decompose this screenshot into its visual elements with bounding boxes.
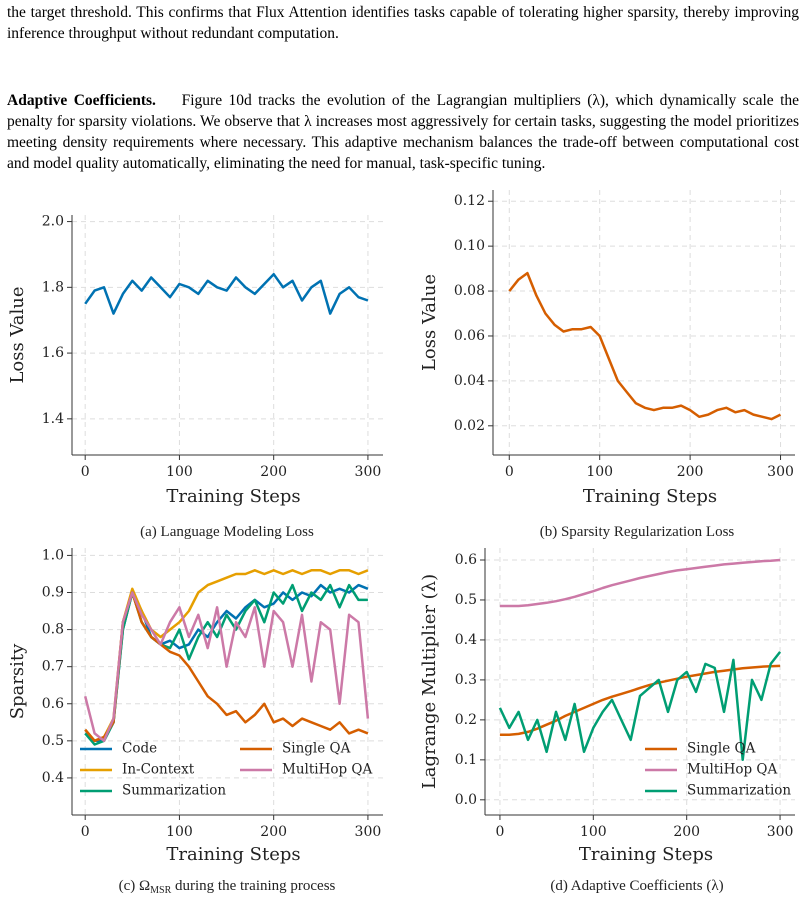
x-tick-label: 0	[505, 464, 514, 480]
y-tick-label: 2.0	[42, 214, 64, 230]
caption: (a) Language Modeling Loss	[140, 524, 314, 540]
y-tick-label: 0.8	[42, 622, 64, 638]
series-line	[508, 271, 782, 421]
y-tick-label: 0.6	[42, 696, 64, 712]
y-tick-label: 0.2	[455, 712, 477, 728]
y-tick-label: 0.04	[454, 373, 485, 389]
legend-label: Code	[122, 741, 157, 757]
y-tick-label: 0.3	[455, 672, 477, 688]
legend-label: Summarization	[687, 783, 791, 799]
y-tick-label: 1.0	[42, 547, 64, 563]
y-tick-label: 0.08	[454, 283, 485, 299]
legend-label: Single QA	[687, 741, 756, 757]
y-axis-label: Lagrange Multiplier (λ)	[419, 574, 440, 789]
x-tick-label: 100	[166, 464, 193, 480]
paragraph: Adaptive Coefficients. Figure 10d tracks…	[7, 90, 799, 174]
x-axis-label: Training Steps	[583, 486, 717, 507]
y-tick-label: 0.06	[454, 328, 485, 344]
legend-label: MultiHop QA	[687, 762, 777, 778]
y-axis-label: Sparsity	[7, 643, 28, 719]
x-tick-label: 100	[586, 464, 613, 480]
caption-text: (b) Sparsity Regularization Loss	[540, 524, 735, 540]
caption-text: (c) Ω	[119, 878, 151, 894]
y-tick-label: 0.9	[42, 585, 64, 601]
y-tick-label: 0.02	[454, 418, 485, 434]
x-tick-label: 200	[677, 464, 704, 480]
paragraph-text: Figure 10d tracks the evolution of the L…	[7, 92, 799, 172]
series-line	[499, 558, 781, 608]
series-line	[83, 591, 370, 743]
x-tick-label: 0	[495, 824, 504, 840]
paragraph: the target threshold. This confirms that…	[7, 4, 799, 42]
x-axis-label: Training Steps	[579, 844, 713, 865]
series-line	[84, 272, 369, 315]
y-tick-label: 0.1	[455, 752, 477, 768]
caption: (d) Adaptive Coefficients (λ)	[550, 878, 723, 894]
x-tick-label: 300	[355, 464, 382, 480]
y-tick-label: 0.7	[42, 659, 64, 675]
y-tick-label: 0.12	[454, 193, 485, 209]
y-tick-label: 0.4	[42, 770, 64, 786]
series-line	[498, 651, 782, 762]
caption-text: (d) Adaptive Coefficients (λ)	[550, 878, 723, 894]
y-tick-label: 1.6	[42, 345, 64, 361]
y-tick-label: 0.4	[455, 632, 477, 648]
y-tick-label: 0.6	[455, 552, 477, 568]
y-tick-label: 0.0	[455, 792, 477, 808]
series-line	[84, 569, 369, 743]
x-tick-label: 200	[673, 824, 700, 840]
caption-text: during the training process	[171, 878, 335, 894]
x-tick-label: 200	[260, 824, 287, 840]
caption-text: (a) Language Modeling Loss	[140, 524, 314, 540]
x-tick-label: 0	[81, 464, 90, 480]
y-tick-label: 0.5	[42, 733, 64, 749]
y-tick-label: 1.4	[42, 411, 64, 427]
caption: (c) ΩMSR during the training process	[119, 878, 336, 896]
legend-label: Summarization	[122, 783, 226, 799]
x-tick-label: 100	[580, 824, 607, 840]
x-tick-label: 100	[166, 824, 193, 840]
legend-label: In-Context	[122, 762, 195, 778]
caption-subscript: MSR	[150, 885, 171, 896]
x-tick-label: 300	[767, 824, 794, 840]
x-tick-label: 300	[767, 464, 794, 480]
y-tick-label: 0.5	[455, 592, 477, 608]
caption: (b) Sparsity Regularization Loss	[540, 524, 735, 540]
x-tick-label: 300	[355, 824, 382, 840]
legend-label: MultiHop QA	[282, 762, 372, 778]
y-tick-label: 1.8	[42, 279, 64, 295]
y-axis-label: Loss Value	[419, 274, 440, 371]
y-tick-label: 0.10	[454, 238, 485, 254]
x-axis-label: Training Steps	[166, 486, 300, 507]
paragraph-heading: Adaptive Coefficients.	[7, 92, 156, 109]
x-axis-label: Training Steps	[166, 844, 300, 865]
y-axis-label: Loss Value	[7, 286, 28, 383]
legend-label: Single QA	[282, 741, 351, 757]
x-tick-label: 0	[81, 824, 90, 840]
x-tick-label: 200	[260, 464, 287, 480]
